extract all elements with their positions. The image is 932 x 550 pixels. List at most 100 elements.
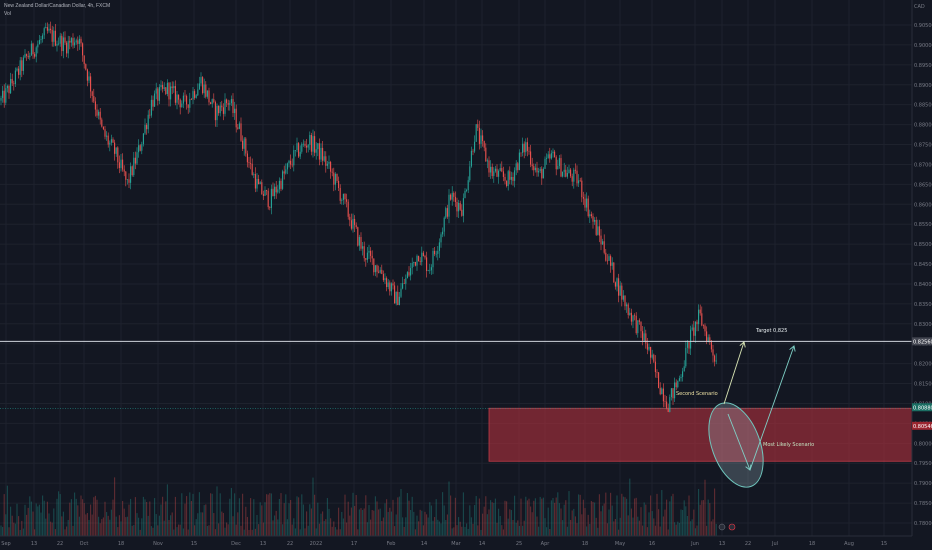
volume-bar xyxy=(590,501,592,536)
candle-body xyxy=(341,199,343,201)
volume-bar xyxy=(557,492,559,536)
candle-body xyxy=(37,44,39,48)
volume-bar xyxy=(307,525,309,536)
candle-body xyxy=(542,168,544,179)
volume-bar xyxy=(168,519,170,536)
volume-bar xyxy=(285,494,287,536)
volume-bar xyxy=(696,525,698,536)
candle-body xyxy=(26,54,28,56)
demand-zone-rect xyxy=(488,407,913,462)
time-tick-label: Jul xyxy=(771,541,778,547)
dividend-icon[interactable] xyxy=(718,523,726,531)
volume-bar xyxy=(597,527,599,536)
volume-bar xyxy=(517,520,519,536)
volume-bar xyxy=(411,496,413,536)
candle-body xyxy=(347,201,349,217)
volume-bar xyxy=(478,498,480,536)
time-axis[interactable]: Sep 13 22 Oct 18 Nov 15 Dec 13 22 2022 17 Feb 14 Mar 14… xyxy=(0,535,912,547)
candle-body xyxy=(560,158,562,177)
volume-bar xyxy=(166,484,168,536)
candle-body xyxy=(208,90,210,103)
volume-bar xyxy=(706,525,708,536)
candle-body xyxy=(574,169,576,171)
volume-bar xyxy=(621,493,623,536)
candle-body xyxy=(640,321,642,332)
candles xyxy=(0,21,717,413)
volume-bar xyxy=(274,515,276,536)
volume-bar xyxy=(437,519,439,536)
candle-body xyxy=(195,95,197,98)
volume-bar xyxy=(186,496,188,536)
candle-body xyxy=(469,166,471,181)
candle-body xyxy=(21,60,23,71)
volume-bar xyxy=(221,511,223,536)
candle-body xyxy=(467,180,469,191)
grid xyxy=(0,0,912,536)
candle-body xyxy=(504,176,506,181)
volume-bar xyxy=(427,517,429,536)
volume-bar xyxy=(350,507,352,536)
candle-body xyxy=(661,388,663,395)
candle-body xyxy=(365,258,367,260)
volume-bar xyxy=(491,502,493,536)
candle-body xyxy=(445,208,447,218)
volume-bar xyxy=(704,479,706,536)
volume-bar xyxy=(563,504,565,536)
volume-bar xyxy=(570,519,572,536)
volume-bar xyxy=(269,493,271,536)
candle-body xyxy=(418,255,420,262)
candle-body xyxy=(480,135,482,144)
candle-body xyxy=(246,153,248,163)
candle-body xyxy=(181,103,183,108)
candle-body xyxy=(442,231,444,235)
volume-bar xyxy=(488,509,490,536)
volume-bar xyxy=(256,515,258,536)
volume-bar xyxy=(685,506,687,536)
candle-body xyxy=(389,282,391,292)
volume-bar xyxy=(594,502,596,536)
candle-body xyxy=(446,208,448,217)
volume-bar xyxy=(602,505,604,536)
volume-bar xyxy=(422,525,424,536)
candle-body xyxy=(114,142,116,154)
volume-bar xyxy=(115,516,117,536)
volume-bar xyxy=(120,521,122,536)
candle-body xyxy=(387,282,389,287)
volume-bar xyxy=(50,521,52,536)
candle-body xyxy=(227,103,229,105)
volume-bar xyxy=(8,527,10,536)
candle-body xyxy=(198,83,200,90)
volume-bar xyxy=(635,497,637,536)
volume-bar xyxy=(371,509,373,536)
volume-bar xyxy=(627,515,629,536)
candle-body xyxy=(650,346,652,358)
candle-body xyxy=(634,315,636,317)
volume-bar xyxy=(502,529,504,536)
candle-body xyxy=(586,198,588,208)
volume-bar xyxy=(86,513,88,536)
volume-bar xyxy=(136,513,138,536)
volume-bar xyxy=(440,523,442,536)
candle-body xyxy=(302,143,304,145)
event-icon[interactable] xyxy=(728,523,736,531)
volume-bar xyxy=(346,522,348,536)
candle-body xyxy=(226,99,228,104)
volume-bar xyxy=(267,494,269,536)
candle-body xyxy=(27,55,29,58)
candle-body xyxy=(424,256,426,258)
candle-body xyxy=(24,54,26,58)
candle-body xyxy=(307,144,309,148)
volume-bar xyxy=(150,526,152,536)
candle-body xyxy=(258,178,260,185)
candle-body xyxy=(304,143,306,146)
volume-bar xyxy=(40,512,42,536)
volume-bar xyxy=(506,501,508,536)
price-marker-label: 0.80546 xyxy=(913,424,932,430)
candle-body xyxy=(390,283,392,292)
volume-bar xyxy=(653,518,655,536)
candle-body xyxy=(374,265,376,273)
